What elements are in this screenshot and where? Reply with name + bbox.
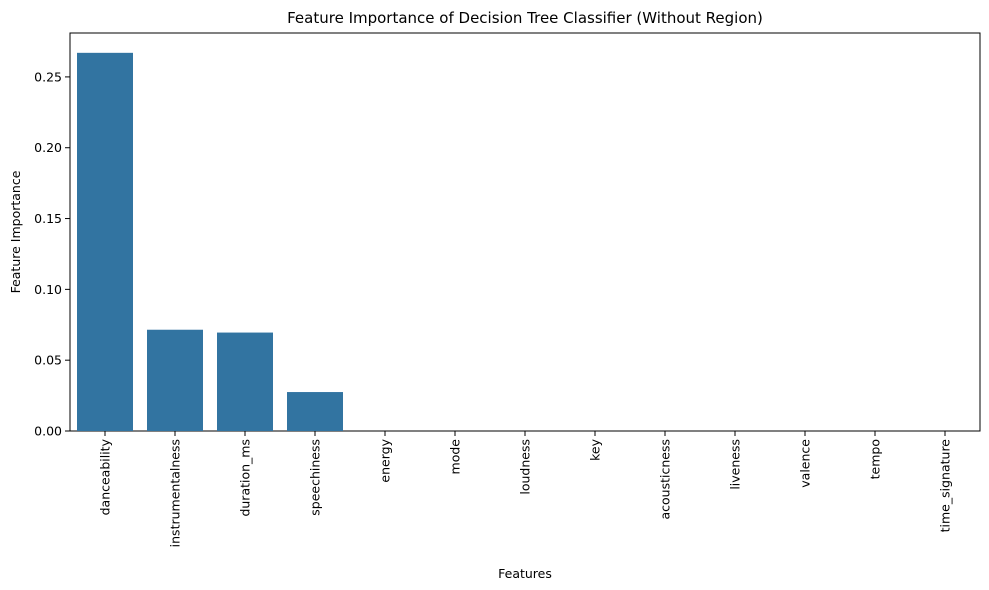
x-tick-label: speechiness [308,439,323,516]
x-axis: danceability instrumentalness duration_ms s… [98,431,953,547]
y-tick-label: 0.00 [34,424,62,439]
x-tick-label: valence [798,439,813,488]
y-tick-label: 0.20 [34,140,62,155]
x-tick-label: energy [378,438,393,482]
bar-duration-ms [217,332,273,431]
x-tick-label: liveness [728,439,743,490]
y-tick-label: 0.05 [34,353,62,368]
x-axis-label: Features [498,566,552,581]
y-tick-label: 0.15 [34,211,62,226]
x-tick-label: loudness [518,439,533,495]
x-tick-label: danceability [98,438,113,515]
bar-danceability [77,52,133,431]
x-tick-label: acousticness [658,439,673,520]
bar-instrumentalness [147,329,203,431]
y-tick-label: 0.10 [34,282,62,297]
y-axis-label: Feature Importance [8,170,23,293]
bars [77,52,343,431]
x-tick-label: key [588,438,603,460]
x-tick-label: mode [448,439,463,475]
y-axis: 0.00 0.05 0.10 0.15 0.20 0.25 [34,69,70,439]
x-tick-label: time_signature [938,439,953,533]
bar-speechiness [287,392,343,431]
y-tick-label: 0.25 [34,69,62,84]
plot-frame [69,32,981,432]
chart-title: Feature Importance of Decision Tree Clas… [287,9,763,27]
x-tick-label: duration_ms [238,439,253,517]
x-tick-label: instrumentalness [168,439,183,547]
plot-area [69,32,981,432]
x-tick-label: tempo [868,439,883,479]
